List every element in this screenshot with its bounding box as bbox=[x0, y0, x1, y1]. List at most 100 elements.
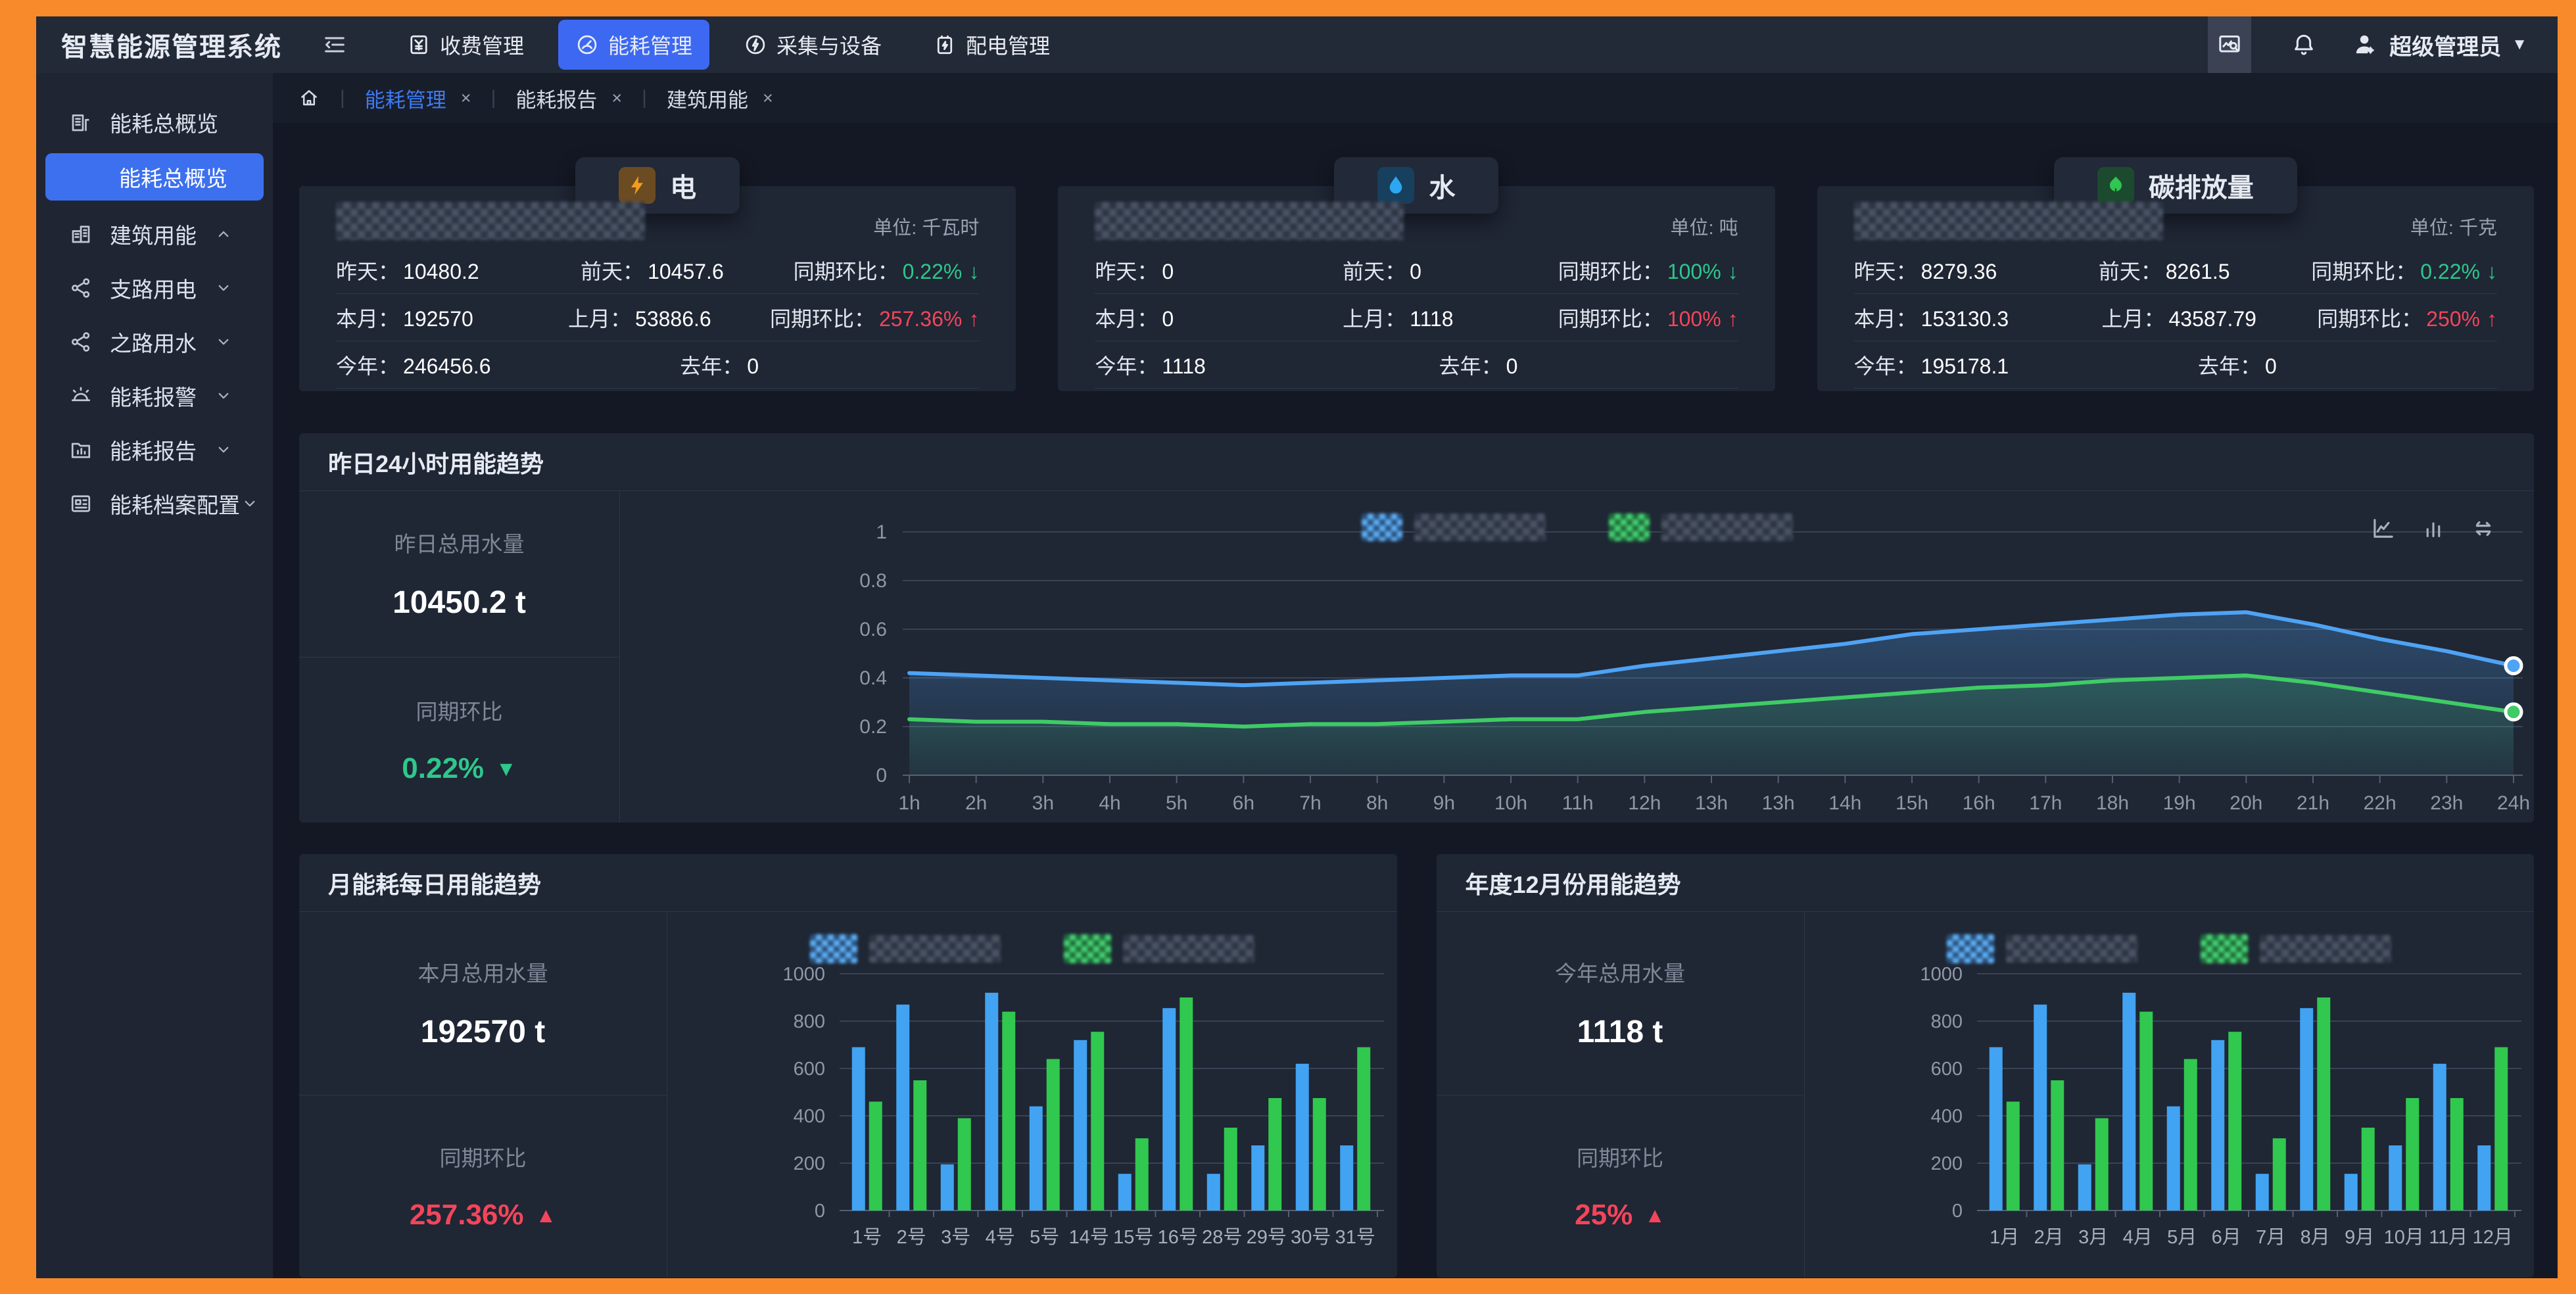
stat-row: 本月： 153130.3 上月： 43587.79 同期环比： 250% ↑ bbox=[1853, 294, 2497, 341]
stat-cards-row: 电单位: 千瓦时 昨天： 10480.2 前天： 10457.6 同期环比： 0.22% ↓ 本… bbox=[299, 157, 2534, 391]
redacted-site-name bbox=[1853, 202, 2163, 240]
legend-item-redacted[interactable] bbox=[1063, 934, 1254, 963]
svg-text:16号: 16号 bbox=[1158, 1227, 1198, 1248]
svg-text:9月: 9月 bbox=[2345, 1227, 2374, 1248]
branch-icon bbox=[69, 276, 93, 300]
svg-text:9h: 9h bbox=[1433, 792, 1455, 814]
svg-text:0: 0 bbox=[1951, 1201, 1962, 1222]
svg-text:600: 600 bbox=[794, 1059, 825, 1080]
svg-text:1h: 1h bbox=[898, 792, 920, 814]
tab-close-icon[interactable]: × bbox=[762, 87, 773, 108]
user-menu[interactable]: 超级管理员 ▼ bbox=[2351, 29, 2527, 61]
tab-separator: | bbox=[490, 87, 496, 108]
stat-label: 今年总用水量 bbox=[1555, 961, 1685, 986]
trend-triangle-icon: ▲ bbox=[535, 1203, 557, 1227]
chevron-down-icon bbox=[240, 494, 260, 514]
yearly-chart: 0 200 400 600 800 1000 1月 2月 3月 4月 5月 6月 7月 8月 9月 10月 11… bbox=[1805, 912, 2535, 1278]
tab-close-icon[interactable]: × bbox=[611, 87, 623, 108]
svg-text:4号: 4号 bbox=[986, 1227, 1015, 1248]
yearly-side-stats: 今年总用水量 1118 t 同期环比 25% ▲ bbox=[1436, 912, 1805, 1278]
bar-chart-icon[interactable] bbox=[2420, 515, 2447, 542]
stat-cell-ratio: 同期环比： 100% ↑ bbox=[1558, 306, 1738, 331]
svg-text:12h: 12h bbox=[1628, 792, 1661, 814]
line-chart-icon[interactable] bbox=[2370, 515, 2397, 542]
svg-text:11h: 11h bbox=[1562, 792, 1594, 814]
svg-text:22h: 22h bbox=[2364, 792, 2397, 814]
legend-label-redacted bbox=[1122, 935, 1254, 963]
sidebar-item-支路用电[interactable]: 支路用电 bbox=[36, 261, 273, 315]
monitor-panel-button[interactable] bbox=[2208, 16, 2252, 73]
svg-text:7h: 7h bbox=[1299, 792, 1321, 814]
legend-marker bbox=[1947, 934, 1995, 963]
stat-row: 昨天： 10480.2 前天： 10457.6 同期环比： 0.22% ↓ bbox=[336, 247, 980, 294]
svg-text:10月: 10月 bbox=[2383, 1227, 2423, 1248]
svg-text:5号: 5号 bbox=[1030, 1227, 1059, 1248]
top-nav-能耗管理[interactable]: 能耗管理 bbox=[558, 20, 710, 70]
svg-text:11月: 11月 bbox=[2429, 1227, 2468, 1248]
svg-text:5月: 5月 bbox=[2167, 1227, 2197, 1248]
sidebar-item-label: 建筑用能 bbox=[110, 224, 197, 248]
notification-bell-icon[interactable] bbox=[2291, 32, 2317, 58]
sidebar-item-能耗总概览[interactable]: 能耗总概览 bbox=[36, 95, 273, 149]
trend-arrow-icon: ↓ bbox=[968, 259, 980, 283]
hourly-trend-title: 昨日24小时用能趋势 bbox=[299, 433, 2534, 491]
tab-建筑用能[interactable]: 建筑用能 × bbox=[667, 84, 773, 113]
tab-close-icon[interactable]: × bbox=[460, 87, 471, 108]
menu-collapse-icon[interactable] bbox=[322, 32, 348, 58]
svg-text:4h: 4h bbox=[1099, 792, 1120, 814]
sidebar-item-能耗档案配置[interactable]: 能耗档案配置 bbox=[36, 477, 273, 531]
sidebar-item-能耗报告[interactable]: 能耗报告 bbox=[36, 423, 273, 477]
top-nav-收费管理[interactable]: 收费管理 bbox=[390, 20, 541, 70]
legend-item-redacted[interactable] bbox=[809, 934, 1001, 963]
collect-icon bbox=[744, 33, 767, 57]
top-nav-采集与设备[interactable]: 采集与设备 bbox=[727, 20, 899, 70]
legend-item-redacted[interactable] bbox=[1608, 514, 1793, 541]
top-nav-配电管理[interactable]: 配电管理 bbox=[916, 20, 1067, 70]
svg-text:2h: 2h bbox=[965, 792, 987, 814]
legend-label-redacted bbox=[1414, 514, 1546, 541]
sidebar-item-能耗报警[interactable]: 能耗报警 bbox=[36, 369, 273, 423]
legend-item-redacted[interactable] bbox=[2201, 934, 2392, 963]
stat-card-title: 电 bbox=[670, 174, 697, 203]
sidebar-item-label: 能耗报警 bbox=[110, 385, 197, 410]
legend-label-redacted bbox=[1661, 514, 1793, 541]
restore-icon[interactable] bbox=[2469, 515, 2497, 542]
svg-text:1000: 1000 bbox=[782, 964, 825, 985]
legend-item-redacted[interactable] bbox=[1947, 934, 2138, 963]
stat-value: 10450.2 t bbox=[393, 585, 526, 621]
chart-legend bbox=[667, 934, 1397, 963]
top-nav: 收费管理 能耗管理 采集与设备 配电管理 bbox=[390, 20, 1067, 70]
yearly-bar-chart-svg: 0 200 400 600 800 1000 1月 2月 3月 4月 5月 6月 7月 8月 9月 10月 11… bbox=[1920, 964, 2521, 1248]
tab-能耗报告[interactable]: 能耗报告 × bbox=[515, 84, 622, 113]
legend-marker bbox=[809, 934, 857, 963]
stat-cell: 去年： 0 bbox=[2197, 354, 2277, 378]
branch-icon bbox=[69, 330, 93, 354]
user-name: 超级管理员 bbox=[2389, 34, 2502, 60]
svg-text:23h: 23h bbox=[2430, 792, 2463, 814]
sidebar-item-建筑用能[interactable]: 建筑用能 bbox=[36, 207, 273, 261]
svg-text:30号: 30号 bbox=[1291, 1227, 1331, 1248]
sidebar-item-之路用水[interactable]: 之路用水 bbox=[36, 315, 273, 369]
stat-row: 今年： 195178.1 去年： 0 bbox=[1853, 341, 2497, 389]
chevron-up-icon bbox=[214, 224, 233, 244]
tab-能耗管理[interactable]: 能耗管理 × bbox=[365, 84, 471, 113]
stat-cell: 本月： 192570 bbox=[336, 306, 473, 331]
stat-cell: 本月： 153130.3 bbox=[1853, 306, 2009, 331]
home-icon[interactable] bbox=[298, 87, 320, 109]
stat-label: 昨日总用水量 bbox=[394, 532, 525, 557]
hourly-chart: 0 0.2 0.4 0.6 0.8 1 1h 2h 3h 4h 5h 6h 7h 8h 9h 10h 11h 12… bbox=[620, 491, 2534, 823]
stat-percent: 257.36% ▲ bbox=[409, 1199, 557, 1232]
legend-label-redacted bbox=[869, 935, 1001, 963]
stat-cell-ratio: 同期环比： 0.22% ↓ bbox=[2311, 259, 2497, 283]
legend-item-redacted[interactable] bbox=[1361, 514, 1546, 541]
svg-text:2号: 2号 bbox=[897, 1227, 926, 1248]
stat-cell: 前天： 8261.5 bbox=[2098, 259, 2230, 283]
sidebar-subitem-能耗总概览-active[interactable]: 能耗总概览 bbox=[45, 153, 264, 201]
trend-arrow-icon: ↑ bbox=[2486, 306, 2497, 331]
daily-trend-card: 月能耗每日用能趋势 本月总用水量 192570 t 同期环比 bbox=[299, 854, 1397, 1278]
app-root: 智慧能源管理系统 收费管理 能耗管理 采集与设备 配电管理 超级管理员 ▼ 能耗总概览… bbox=[36, 16, 2558, 1278]
unit-label: 单位: 吨 bbox=[1670, 218, 1738, 239]
bottom-charts-row: 月能耗每日用能趋势 本月总用水量 192570 t 同期环比 bbox=[299, 854, 2534, 1278]
tab-separator: | bbox=[642, 87, 647, 108]
